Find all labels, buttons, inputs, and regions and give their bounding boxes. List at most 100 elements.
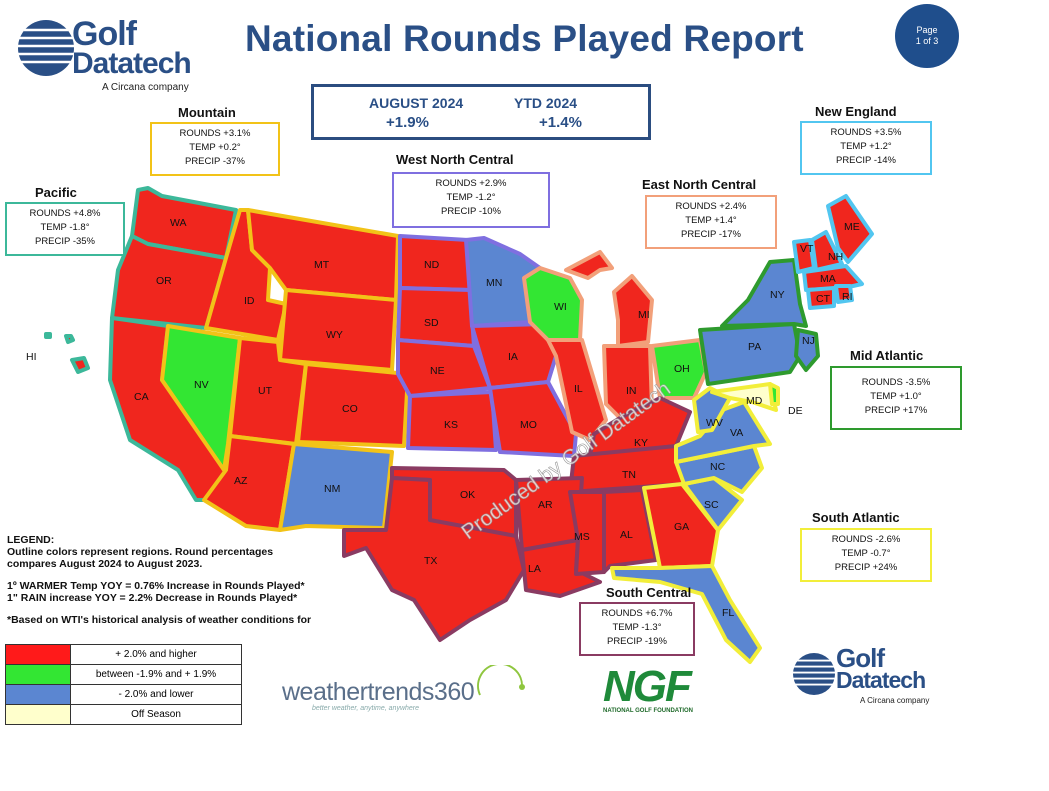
wnc-precip: PRECIP -10% [440,206,501,217]
south-central-precip: PRECIP -19% [606,636,667,647]
legend-row: between -1.9% and + 1.9% [5,664,242,685]
label-me: ME [844,221,860,233]
state-fl[interactable] [610,564,762,664]
logo-line1-bottom: Golf [836,643,885,673]
state-wy[interactable] [278,288,398,372]
state-oh[interactable] [650,338,708,400]
label-az: AZ [234,475,248,487]
enc-precip: PRECIP -17% [680,229,741,240]
state-mi[interactable] [564,250,654,348]
label-fl: FL [722,607,734,619]
state-co[interactable] [296,362,410,448]
label-ne: NE [430,365,445,377]
legend-line1: Outline colors represent regions. Round … [7,546,274,558]
weathertrends-tagline: better weather, anytime, anywhere [312,705,420,712]
label-va: VA [730,427,743,439]
south-central-title: South Central [606,585,692,600]
mountain-box: ROUNDS +3.1% TEMP +0.2° PRECIP -37% [150,122,280,176]
state-il[interactable] [546,338,608,442]
state-pa[interactable] [698,322,802,386]
month-value: +1.9% [386,114,429,131]
ytd-value: +1.4% [539,114,582,131]
mid-atlantic-precip: PRECIP +17% [864,405,928,416]
state-ct[interactable] [806,286,836,310]
label-pa: PA [748,341,761,353]
label-de: DE [788,405,803,417]
state-tx[interactable] [342,476,526,642]
label-nh: NH [828,251,843,263]
legend-row: Off Season [5,704,242,725]
pacific-temp: TEMP -1.8° [40,222,90,233]
label-il: IL [574,383,583,395]
state-ms[interactable] [568,490,606,576]
new-england-temp: TEMP +1.2° [840,141,892,152]
label-ga: GA [674,521,689,533]
label-id: ID [244,295,255,307]
globe-icon [793,653,835,695]
label-nv: NV [194,379,209,391]
state-ga[interactable] [642,482,720,570]
state-de[interactable] [768,382,780,406]
weathertrends-swirl-icon [477,665,525,696]
label-wa: WA [170,217,187,229]
state-nm[interactable] [278,442,394,532]
label-in: IN [626,385,637,397]
enc-box: ROUNDS +2.4% TEMP +1.4° PRECIP -17% [645,195,777,249]
state-hi[interactable] [44,332,90,374]
wnc-rounds: ROUNDS +2.9% [435,178,507,189]
mountain-temp: TEMP +0.2° [189,142,241,153]
label-sc: SC [704,499,719,511]
state-nh[interactable] [810,230,844,272]
south-central-box: ROUNDS +6.7% TEMP -1.3° PRECIP -19% [579,602,695,656]
legend-swatch-offseason [5,704,71,725]
state-wv[interactable] [692,386,732,434]
state-nj[interactable] [794,328,820,372]
label-nd: ND [424,259,440,271]
logo-line1: Golf [72,15,137,53]
south-atlantic-temp: TEMP -0.7° [841,548,891,559]
label-ny: NY [770,289,785,301]
state-ne[interactable] [396,338,492,398]
legend-heading: LEGEND: [7,534,55,546]
state-labels: WA OR CA ID NV MT WY UT CO AZ NM ND SD N… [26,217,860,619]
legend-label: between -1.9% and + 1.9% [70,664,242,685]
label-ut: UT [258,385,273,397]
globe-icon [18,20,74,76]
label-oh: OH [674,363,690,375]
pacific-box: ROUNDS +4.8% TEMP -1.8° PRECIP -35% [5,202,125,256]
label-ks: KS [444,419,458,431]
label-ms: MS [574,531,590,543]
label-mo: MO [520,419,537,431]
label-tn: TN [622,469,636,481]
month-label: AUGUST 2024 [369,95,464,111]
label-md: MD [746,395,763,407]
state-me[interactable] [826,194,874,264]
ngf-subtitle: NATIONAL GOLF FOUNDATION [603,708,693,714]
legend-row: - 2.0% and lower [5,684,242,705]
state-ks[interactable] [406,390,498,452]
wnc-box: ROUNDS +2.9% TEMP -1.2° PRECIP -10% [392,172,550,228]
label-ar: AR [538,499,553,511]
label-la: LA [528,563,541,575]
golf-datatech-logo-top: Golf Datatech A Circana company [14,14,194,94]
new-england-precip: PRECIP -14% [835,155,896,166]
label-ky: KY [634,437,648,449]
legend-label: - 2.0% and lower [70,684,242,705]
state-ri[interactable] [834,284,854,304]
label-mn: MN [486,277,502,289]
summary-box: AUGUST 2024 +1.9% YTD 2024 +1.4% [311,84,651,140]
page-badge-line2: 1 of 3 [915,36,939,46]
state-al[interactable] [602,488,658,574]
golf-datatech-logo-bottom: Golf Datatech A Circana company [790,644,950,714]
legend-swatch-blue [5,684,71,705]
page-badge-line1: Page [916,25,938,35]
south-atlantic-precip: PRECIP +24% [834,562,898,573]
label-sd: SD [424,317,439,329]
label-co: CO [342,403,358,415]
label-ok: OK [460,489,475,501]
pacific-title: Pacific [35,185,77,200]
state-ny[interactable] [720,258,808,328]
state-md[interactable] [710,382,778,412]
state-wi[interactable] [522,266,584,342]
legend-swatch-green [5,664,71,685]
